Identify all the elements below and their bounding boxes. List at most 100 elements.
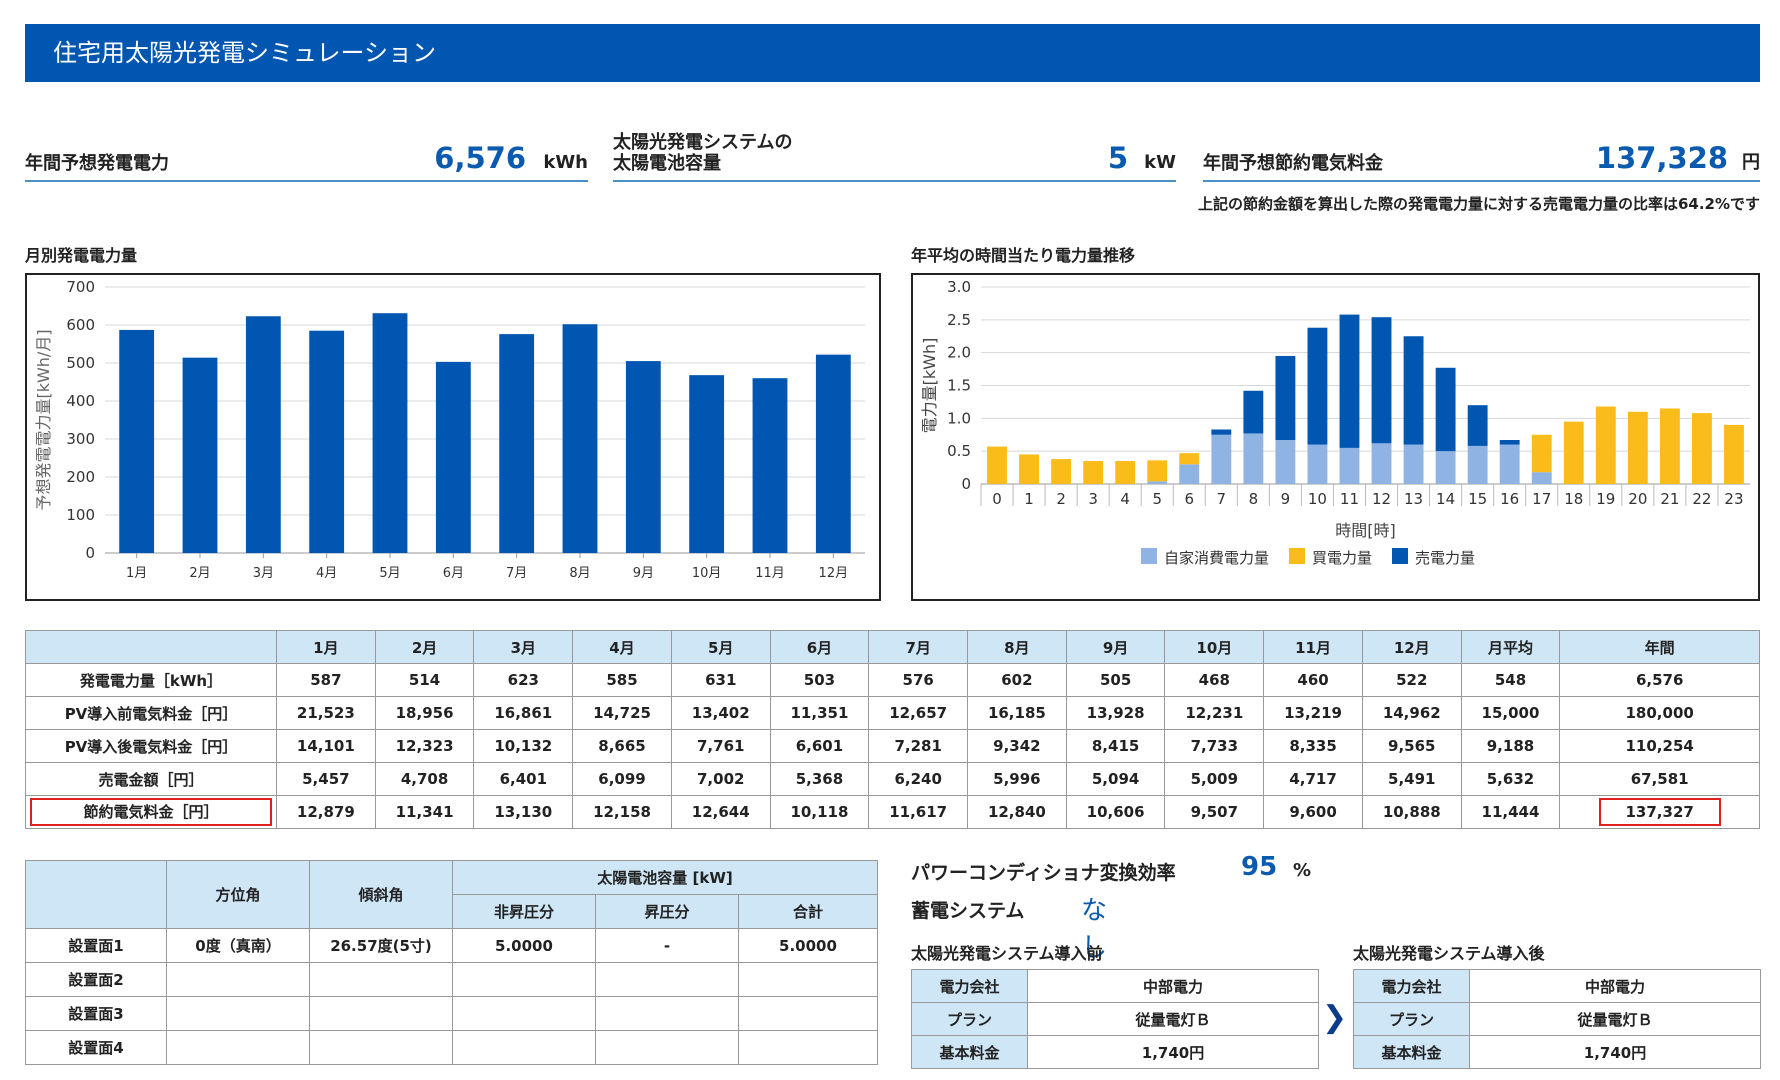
cell-value: 11,444 (1481, 803, 1540, 821)
table-cell (738, 1030, 878, 1065)
table-cell: 基本料金 (1353, 1035, 1470, 1069)
bar (752, 378, 788, 553)
cell-value: 7,733 (1190, 737, 1239, 755)
cell-value: 110,254 (1625, 737, 1694, 755)
cell-value: 576 (902, 671, 934, 689)
x-tick-label: 1 (1024, 490, 1034, 508)
table-header-cell: 10月 (1164, 630, 1265, 664)
kpi-unit: 円 (1742, 152, 1760, 173)
cell-value: 13,928 (1086, 704, 1145, 722)
y-tick-label: 600 (66, 316, 95, 334)
row-label-text: 売電金額［円］ (98, 770, 204, 789)
table-cell: 12,158 (572, 795, 672, 829)
cell-value: 137,327 (1598, 798, 1721, 826)
table-cell: 12,840 (967, 795, 1067, 829)
row-label-text: 節約電気料金［円］ (30, 798, 272, 826)
table-cell: 電力会社 (1353, 969, 1470, 1003)
bar-segment (1307, 327, 1328, 445)
cell-value: 12,840 (987, 803, 1046, 821)
bar-segment (1499, 444, 1520, 484)
table-cell: 5.0000 (452, 928, 596, 963)
bar (815, 354, 851, 553)
table-header-cell: 年間 (1559, 630, 1760, 664)
table-header-row: 非昇圧分 昇圧分 合計 (26, 894, 878, 929)
x-tick-label: 2月 (189, 566, 210, 581)
cell-value: 9,342 (993, 737, 1041, 755)
table-cell: 7,733 (1164, 729, 1265, 763)
x-tick-label: 14 (1436, 490, 1455, 508)
cell-value: 6,601 (795, 737, 844, 755)
table-cell: 11,444 (1460, 795, 1561, 829)
y-axis-label: 電力量[kWh] (920, 338, 939, 434)
row-label: 設置面2 (25, 962, 167, 997)
cell-value: 514 (408, 671, 441, 689)
x-tick-label: 19 (1596, 490, 1615, 508)
x-tick-label: 21 (1660, 490, 1679, 508)
cell-value: 180,000 (1625, 704, 1694, 722)
table-cell: 14,962 (1361, 696, 1462, 730)
table-cell: 13,219 (1263, 696, 1363, 730)
cell-value: 7,281 (894, 737, 942, 755)
cell-value: 13,219 (1284, 704, 1342, 722)
x-tick-label: 13 (1404, 490, 1423, 508)
table-row: プラン 従量電灯Ｂ (1353, 1002, 1761, 1036)
x-tick-label: 1月 (126, 566, 147, 581)
x-tick-label: 11月 (755, 566, 785, 581)
row-label: 節約電気料金［円］ (25, 795, 277, 829)
table-cell (166, 996, 310, 1031)
bar-segment (987, 446, 1007, 484)
table-header-row: 方位角 傾斜角 太陽電池容量 [kW] (25, 860, 878, 929)
kpi-label: 年間予想節約電気料金 (1203, 153, 1383, 174)
bar-segment (1147, 460, 1168, 482)
table-header-cell: 5月 (670, 630, 771, 664)
bar-segment (1051, 459, 1072, 484)
kpi-capacity: 太陽光発電システムの 太陽電池容量 5 kW (613, 130, 1176, 182)
table-cell: 468 (1164, 663, 1265, 697)
table-cell: 電力会社 (911, 969, 1028, 1003)
legend-swatch (1392, 548, 1408, 564)
row-label-text: PV導入後電気料金［円］ (64, 737, 238, 756)
x-tick-label: 7月 (506, 566, 527, 581)
monthly-chart: 0 100 200 300 400 500 600 700 1月 2月 3月 4月 5月 6月 7月 8月 9月… (34, 278, 865, 581)
bar-segment (1435, 451, 1456, 484)
kpi-unit: kW (1144, 152, 1176, 173)
y-tick-label: 400 (66, 392, 95, 410)
table-cell (309, 996, 453, 1031)
table-cell: 15,000 (1460, 696, 1561, 730)
table-cell: 16,185 (967, 696, 1067, 730)
bar-segment (1659, 408, 1680, 484)
row-label: 設置面3 (25, 996, 167, 1031)
y-tick-label: 1.0 (947, 409, 971, 427)
bar-segment (1243, 390, 1264, 434)
y-tick-label: 1.5 (947, 377, 971, 395)
y-tick-label: 700 (66, 278, 95, 296)
table-header-cell: 1月 (276, 630, 376, 664)
cell-value: 5,094 (1091, 770, 1140, 788)
kpi-annual-savings: 年間予想節約電気料金 137,328 円 (1203, 130, 1760, 182)
y-tick-label: 2.0 (947, 344, 971, 362)
table-cell: 10,606 (1065, 795, 1166, 829)
bar-segment (1531, 472, 1552, 484)
y-tick-label: 200 (66, 468, 95, 486)
table-cell: 548 (1460, 663, 1561, 697)
table-row: 発電電力量［kWh］ 587 514 623 585 631 503 576 602 505 468… (25, 663, 1760, 697)
row-label: PV導入前電気料金［円］ (25, 696, 277, 730)
kpi-label-line2: 太陽電池容量 (613, 153, 721, 174)
bar-segment (1531, 434, 1552, 473)
bar (372, 313, 408, 553)
bar-segment (1339, 447, 1360, 484)
legend-swatch (1141, 548, 1157, 564)
table-cell: 10,888 (1361, 795, 1462, 829)
pcs-value: 95 (1241, 852, 1278, 882)
cell-value: 602 (1001, 671, 1033, 689)
legend-label: 売電力量 (1415, 549, 1475, 567)
table-cell (166, 1030, 310, 1065)
table-header-cell (25, 860, 167, 929)
cell-value: 9,507 (1190, 803, 1239, 821)
table-row: 電力会社 中部電力 (1353, 969, 1761, 1003)
table-row: 売電金額［円］ 5,457 4,708 6,401 6,099 7,002 5,368 6,2… (25, 762, 1760, 796)
table-cell: 1,740円 (1027, 1035, 1319, 1069)
table-cell: 1,740円 (1469, 1035, 1761, 1069)
bar (245, 316, 281, 553)
table-cell: 13,928 (1065, 696, 1166, 730)
